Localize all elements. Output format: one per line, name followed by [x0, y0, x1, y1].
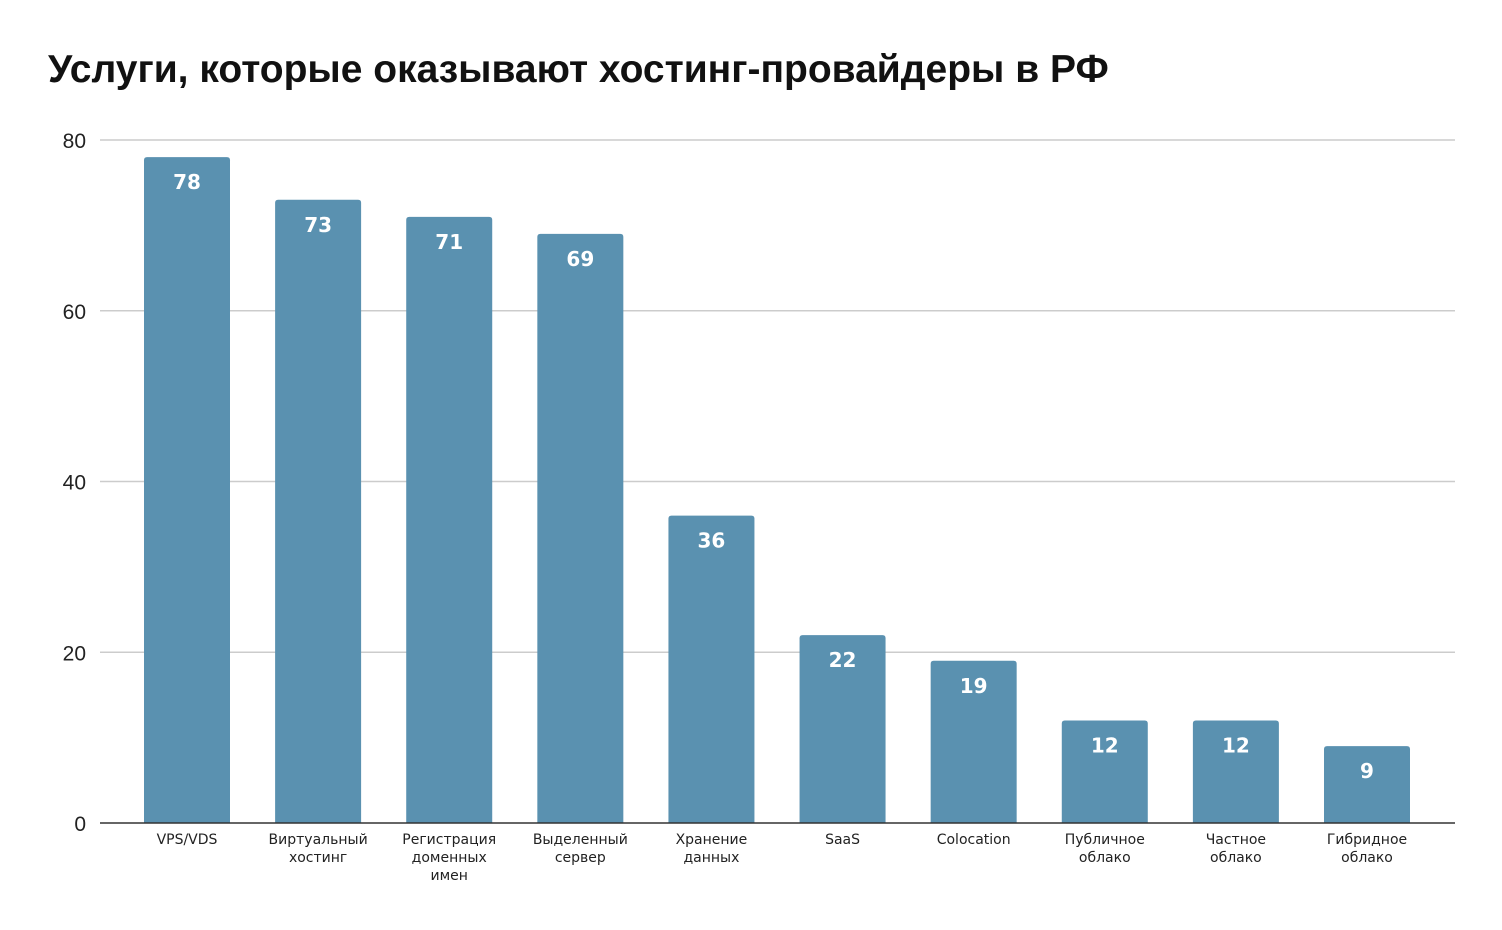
bar-value-label: 12 [1222, 734, 1250, 758]
x-tick-label-line: Публичное [1065, 832, 1145, 848]
x-tick-label: Публичное облако [1065, 832, 1145, 866]
bar [1061, 720, 1148, 823]
x-tick-label-line: Гибридное [1327, 832, 1407, 848]
bar-value-label: 78 [173, 170, 201, 194]
x-tick-label-line: Виртуальный [269, 832, 368, 848]
y-tick-label: 20 [63, 642, 86, 665]
y-tick-label: 80 [63, 130, 86, 153]
bar-value-label: 71 [435, 230, 463, 254]
x-tick-label-line: сервер [555, 850, 606, 866]
bar-value-label: 12 [1091, 734, 1119, 758]
y-tick-label: 60 [63, 301, 86, 324]
bar [1192, 720, 1279, 823]
bar-value-label: 69 [566, 247, 594, 271]
bars: 78 73 71 69 36 22 19 12 12 9 [144, 157, 1410, 824]
bar-value-label: 36 [698, 529, 726, 553]
bar-value-label: 73 [304, 213, 332, 237]
y-tick-label: 40 [63, 472, 86, 495]
x-tick-label-line: SaaS [825, 832, 860, 848]
x-tick-label-line: VPS/VDS [157, 832, 218, 848]
y-axis-ticks: 0 20 40 60 80 [63, 130, 86, 836]
y-tick-label: 0 [74, 813, 86, 836]
bar [1324, 746, 1410, 823]
x-tick-label: Виртуальный хостинг [269, 832, 368, 866]
x-tick-label-line: Хранение [676, 832, 748, 848]
chart-title: Услуги, которые оказывают хостинг-провай… [48, 48, 1109, 91]
x-axis-ticks: VPS/VDS Виртуальный хостинг Регистрация доме… [157, 832, 1408, 884]
bar-value-label: 9 [1360, 759, 1374, 783]
bar-value-label: 22 [829, 648, 857, 672]
bar [406, 216, 493, 823]
bar-value-label: 19 [960, 674, 988, 698]
x-tick-label-line: имен [431, 868, 468, 884]
x-tick-label-line: хостинг [289, 850, 347, 866]
bar [799, 635, 886, 823]
x-tick-label: Хранение данных [676, 832, 748, 866]
x-tick-label-line: Регистрация [402, 832, 496, 848]
x-tick-label: Colocation [937, 832, 1011, 848]
x-tick-label: Регистрация доменных имен [402, 832, 496, 884]
x-tick-label-line: Colocation [937, 832, 1011, 848]
x-tick-label-line: Частное [1206, 832, 1266, 848]
bar [668, 515, 755, 823]
x-tick-label: SaaS [825, 832, 860, 848]
x-tick-label-line: доменных [412, 850, 487, 866]
x-tick-label: VPS/VDS [157, 832, 218, 848]
x-tick-label: Гибридное облако [1327, 832, 1407, 866]
x-tick-label-line: облако [1341, 850, 1393, 866]
x-tick-label-line: облако [1210, 850, 1262, 866]
bar [144, 157, 230, 823]
x-tick-label-line: данных [683, 850, 739, 866]
bar [930, 660, 1017, 823]
x-tick-label-line: Выделенный [533, 832, 628, 848]
x-tick-label: Выделенный сервер [533, 832, 628, 866]
x-tick-label: Частное облако [1206, 832, 1266, 866]
bar [275, 199, 362, 823]
bar [537, 233, 624, 824]
x-tick-label-line: облако [1079, 850, 1131, 866]
